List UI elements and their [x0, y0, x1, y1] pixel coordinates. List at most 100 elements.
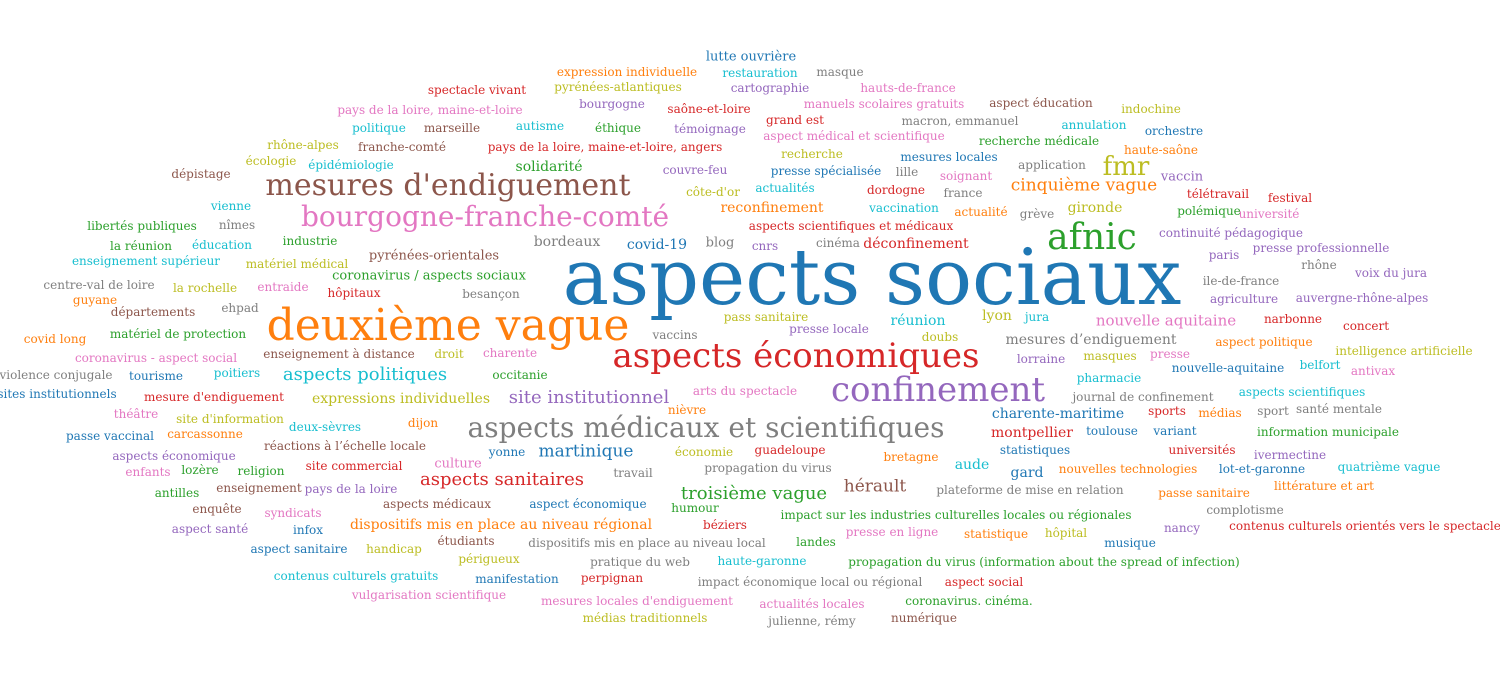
word-146[interactable]: site d'information	[176, 412, 284, 426]
word-130[interactable]: coronavirus - aspect social	[74, 351, 238, 365]
word-192[interactable]: béziers	[703, 518, 747, 532]
word-58[interactable]: témoignage	[674, 122, 746, 136]
word-52[interactable]: macron, emmanuel	[901, 114, 1019, 128]
word-184[interactable]: passe sanitaire	[1158, 486, 1250, 500]
word-173[interactable]: bretagne	[883, 450, 939, 464]
word-132[interactable]: belfort	[1299, 358, 1341, 372]
word-178[interactable]: enseignement	[216, 481, 302, 495]
word-36[interactable]: blog	[705, 235, 735, 251]
word-102[interactable]: voix du jura	[1355, 266, 1427, 280]
word-106[interactable]: besançon	[462, 287, 520, 301]
word-104[interactable]: la rochelle	[172, 281, 238, 295]
word-3[interactable]: confinement	[830, 370, 1046, 410]
word-26[interactable]: expressions individuelles	[311, 391, 491, 407]
word-20[interactable]: gironde	[1067, 200, 1123, 216]
word-170[interactable]: site commercial	[305, 459, 403, 473]
word-108[interactable]: guyane	[72, 293, 118, 307]
word-114[interactable]: pass sanitaire	[723, 310, 809, 324]
word-118[interactable]: presse locale	[789, 322, 869, 336]
word-59[interactable]: aspect médical et scientifique	[763, 129, 945, 143]
word-44[interactable]: spectacle vivant	[427, 83, 527, 97]
word-49[interactable]: indochine	[1121, 102, 1181, 116]
word-151[interactable]: santé mentale	[1296, 402, 1382, 416]
word-47[interactable]: manuels scolaires gratuits	[803, 97, 965, 111]
word-11[interactable]: site institutionnel	[508, 387, 670, 408]
word-205[interactable]: pratique du web	[590, 555, 690, 569]
word-82[interactable]: vienne	[210, 199, 252, 213]
word-80[interactable]: télétravail	[1186, 187, 1250, 201]
word-12[interactable]: martinique	[538, 441, 634, 462]
word-204[interactable]: périgueux	[458, 552, 520, 566]
word-214[interactable]: mesures locales d'endiguement	[541, 594, 733, 608]
word-76[interactable]: côte-d'or	[686, 185, 740, 199]
word-23[interactable]: covid-19	[626, 237, 688, 253]
word-140[interactable]: sites institutionnels	[0, 387, 117, 401]
word-29[interactable]: aude	[954, 457, 990, 473]
word-215[interactable]: actualités locales	[759, 597, 865, 611]
word-64[interactable]: pays de la loire, maine-et-loire, angers	[487, 140, 723, 154]
word-182[interactable]: aspects médicaux	[383, 497, 491, 511]
word-150[interactable]: sport	[1257, 404, 1289, 418]
word-111[interactable]: auvergne-rhône-alpes	[1295, 291, 1429, 305]
word-177[interactable]: antilles	[154, 486, 200, 500]
word-91[interactable]: continuité pédagogique	[1159, 226, 1303, 240]
word-119[interactable]: doubs	[921, 330, 959, 344]
word-180[interactable]: plateforme de mise en relation	[936, 483, 1124, 497]
word-125[interactable]: droit	[434, 347, 464, 361]
word-163[interactable]: guadeloupe	[754, 443, 826, 457]
word-179[interactable]: pays de la loire	[304, 482, 398, 496]
word-39[interactable]: restauration	[722, 66, 798, 80]
word-121[interactable]: covid long	[23, 332, 87, 346]
word-81[interactable]: festival	[1267, 191, 1313, 205]
word-122[interactable]: vaccins	[652, 328, 698, 342]
word-79[interactable]: france	[943, 186, 983, 200]
word-83[interactable]: vaccination	[869, 201, 939, 215]
word-188[interactable]: impact sur les industries culturelles lo…	[780, 508, 1132, 522]
word-15[interactable]: hérault	[843, 476, 907, 497]
word-144[interactable]: aspects scientifiques	[1238, 385, 1366, 399]
word-51[interactable]: grand est	[766, 113, 824, 127]
word-77[interactable]: actualités	[755, 181, 815, 195]
word-97[interactable]: presse professionnelle	[1252, 241, 1390, 255]
word-68[interactable]: écologie	[245, 154, 297, 168]
word-7[interactable]: afnic	[1047, 217, 1137, 258]
word-107[interactable]: ile-de-france	[1202, 274, 1280, 288]
word-55[interactable]: marseille	[423, 121, 481, 135]
word-33[interactable]: coronavirus / aspects sociaux	[332, 268, 526, 284]
word-155[interactable]: dijon	[407, 416, 439, 430]
word-45[interactable]: bourgogne	[579, 97, 645, 111]
word-30[interactable]: gard	[1010, 465, 1044, 481]
word-133[interactable]: violence conjugale	[0, 368, 113, 382]
word-143[interactable]: journal de confinement	[1072, 390, 1214, 404]
word-70[interactable]: application	[1018, 158, 1086, 172]
word-40[interactable]: masque	[816, 65, 864, 79]
word-71[interactable]: dépistage	[171, 167, 231, 181]
word-88[interactable]: libertés publiques	[87, 219, 197, 233]
word-212[interactable]: aspect social	[944, 575, 1024, 589]
word-198[interactable]: étudiants	[437, 534, 495, 548]
word-147[interactable]: nièvre	[667, 403, 707, 417]
word-168[interactable]: lozère	[181, 463, 219, 477]
word-67[interactable]: haute-saône	[1124, 143, 1198, 157]
word-217[interactable]: médias traditionnels	[582, 611, 708, 625]
word-157[interactable]: variant	[1153, 424, 1197, 438]
word-199[interactable]: dispositifs mis en place au niveau local	[528, 536, 766, 550]
word-43[interactable]: hauts-de-france	[860, 81, 956, 95]
word-78[interactable]: dordogne	[866, 183, 926, 197]
word-171[interactable]: travail	[613, 466, 653, 480]
word-128[interactable]: presse	[1150, 347, 1190, 361]
word-196[interactable]: nancy	[1163, 521, 1201, 535]
word-86[interactable]: polémique	[1177, 204, 1241, 218]
word-124[interactable]: enseignement à distance	[263, 347, 415, 361]
word-211[interactable]: impact économique local ou régional	[697, 575, 923, 589]
word-129[interactable]: intelligence artificielle	[1335, 344, 1473, 358]
word-14[interactable]: troisième vague	[680, 483, 828, 504]
word-116[interactable]: narbonne	[1263, 312, 1323, 326]
word-137[interactable]: pharmacie	[1076, 371, 1142, 385]
word-98[interactable]: paris	[1208, 248, 1240, 262]
word-201[interactable]: musique	[1104, 536, 1156, 550]
word-19[interactable]: lyon	[982, 308, 1012, 324]
word-141[interactable]: mesure d'endiguement	[144, 390, 284, 404]
word-13[interactable]: aspects sanitaires	[420, 469, 584, 490]
word-57[interactable]: éthique	[594, 121, 642, 135]
